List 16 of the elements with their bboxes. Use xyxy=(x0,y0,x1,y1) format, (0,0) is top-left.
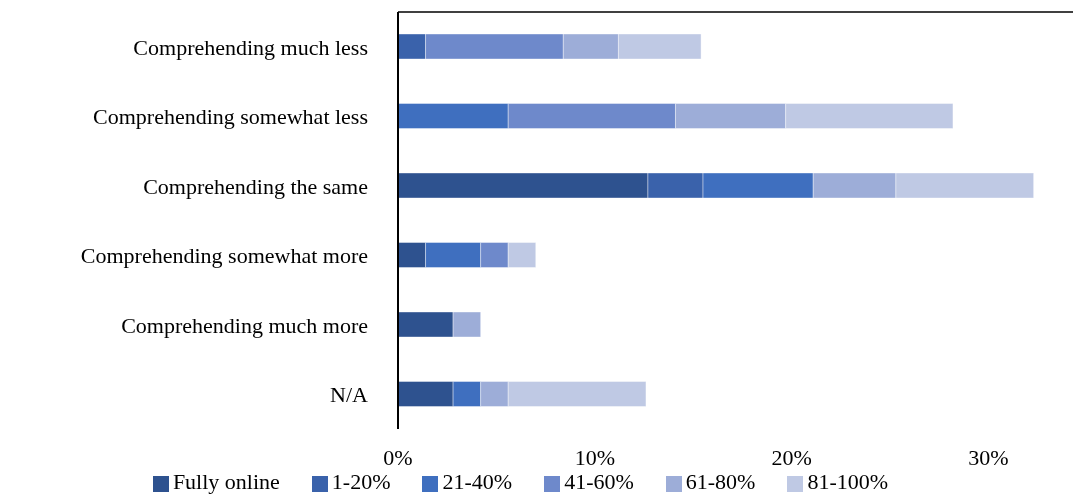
y-tick-label: Comprehending somewhat less xyxy=(93,104,368,130)
y-tick-label: Comprehending somewhat more xyxy=(80,243,368,269)
legend-label: Fully online xyxy=(172,469,280,494)
legend-label: 21-40% xyxy=(442,469,513,494)
y-tick-label: Comprehending the same xyxy=(143,173,368,199)
x-tick-label: 0% xyxy=(383,444,413,470)
legend-label: 61-80% xyxy=(685,469,756,494)
legend-label: 1-20% xyxy=(331,469,391,494)
y-tick-label: N/A xyxy=(330,382,369,408)
x-tick-label: 30% xyxy=(968,444,1009,470)
legend-label: 81-100% xyxy=(807,469,889,494)
legend-label: 41-60% xyxy=(564,469,634,494)
x-tick-label: 10% xyxy=(574,444,615,470)
y-tick-label: Comprehending much more xyxy=(121,312,368,338)
x-tick-label: 20% xyxy=(771,444,812,470)
y-tick-label: Comprehending much less xyxy=(133,34,368,60)
